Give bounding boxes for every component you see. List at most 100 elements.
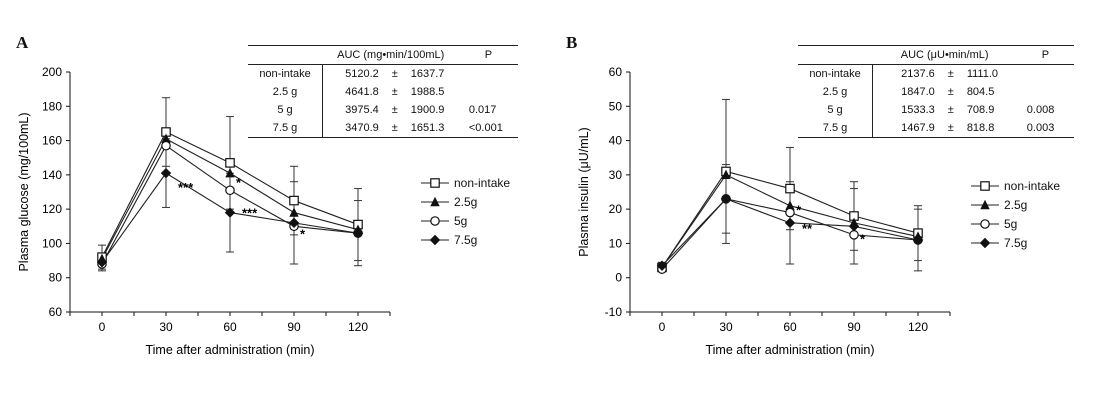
auc-cell: non-intake — [248, 64, 323, 83]
auc-cell: 1533.3 — [901, 104, 935, 116]
significance-marker: *** — [242, 206, 258, 221]
y-axis-label: Plasma insulin (μU/mL) — [577, 127, 591, 256]
data-point-nonintake — [289, 195, 299, 206]
y-tick-label: 160 — [42, 134, 62, 148]
y-tick-label: 0 — [615, 271, 622, 285]
auc-cell: ± — [391, 104, 398, 116]
auc-row: 7.5 g 3470.9 ±1651.3 <0.001 — [248, 119, 518, 138]
auc-row: 5 g 3975.4 ±1900.9 0.017 — [248, 101, 518, 119]
x-tick-label: 90 — [847, 320, 861, 334]
auc-cell: ± — [938, 119, 963, 138]
auc-cell: 1467.9 — [872, 119, 939, 138]
auc-cell: 0.003 — [1016, 119, 1074, 138]
insulin-chart: -10 0 10 20 30 40 50 60 0 30 60 90 120 Time after adm… — [577, 65, 951, 357]
y-tick-label: 10 — [609, 236, 623, 250]
y-tick-label: -10 — [605, 305, 623, 319]
auc-cell: 3975.4 — [345, 104, 379, 116]
auc-cell: ± — [947, 86, 954, 98]
x-tick-label: 90 — [287, 320, 301, 334]
auc-cell: 2137.6 — [901, 68, 935, 80]
y-tick-label: 100 — [42, 236, 62, 250]
legend-marker — [979, 237, 991, 248]
data-point-5g — [225, 185, 235, 196]
auc-cell: ± — [947, 104, 954, 116]
p-header: P — [1016, 45, 1074, 65]
auc-cell: 2.5 g — [248, 83, 323, 101]
data-point-nonintake — [225, 158, 235, 168]
auc-cell: 1111.0 — [966, 68, 999, 80]
auc-cell: ± — [382, 119, 407, 138]
auc-header: AUC (μU•min/mL) — [872, 45, 1017, 65]
auc-cell: 5 g — [798, 101, 873, 119]
y-tick-label: 60 — [49, 305, 63, 319]
legend-item: non-intake — [970, 176, 1060, 195]
auc-cell — [1017, 83, 1074, 101]
legend-item: non-intake — [420, 173, 510, 192]
auc-row: 7.5 g 1467.9 ±818.8 0.003 — [798, 119, 1074, 138]
data-point-75g — [784, 217, 796, 229]
auc-cell: 3470.9 — [322, 119, 383, 138]
y-tick-label: 50 — [609, 99, 623, 113]
data-point-nonintake — [785, 183, 795, 194]
auc-cell: 7.5 g — [248, 119, 323, 138]
data-point-25g — [161, 133, 171, 144]
legend-label: 7.5g — [1004, 235, 1028, 250]
legend-label: 2.5g — [454, 194, 478, 209]
legend-item: 2.5g — [970, 195, 1060, 214]
glucose-legend: non-intake 2.5g 5g 7.5g — [420, 173, 510, 249]
significance-marker: * — [236, 175, 242, 190]
legend-label: 5g — [1004, 216, 1018, 231]
data-point-75g — [656, 260, 668, 271]
legend-label: 5g — [454, 213, 468, 228]
auc-cell — [459, 83, 518, 101]
y-axis-label: Plasma glucose (mg/100mL) — [17, 112, 31, 271]
data-point-25g — [785, 200, 795, 210]
auc-cell: 0.017 — [468, 104, 497, 116]
y-tick-label: 180 — [42, 99, 62, 113]
auc-cell: 1900.9 — [410, 104, 445, 116]
y-tick-label: 60 — [609, 65, 623, 79]
legend-marker — [429, 234, 441, 245]
auc-cell: ± — [391, 86, 398, 98]
significance-marker: * — [860, 231, 866, 246]
auc-row: 2.5 g 1847.0 ±804.5 — [798, 83, 1074, 101]
x-tick-label: 30 — [719, 320, 733, 334]
insulin-panel: B -10 0 10 20 30 40 50 60 0 30 60 90 120 Time after a… — [550, 0, 1100, 404]
data-point-75g — [96, 257, 108, 268]
auc-cell: 0.008 — [1026, 104, 1055, 116]
legend-label: non-intake — [1004, 178, 1061, 193]
x-axis-label: Time after administration (min) — [145, 343, 314, 357]
auc-cell: ± — [391, 68, 398, 80]
auc-cell: 818.8 — [962, 119, 1017, 138]
auc-cell: 2.5 g — [798, 83, 873, 101]
auc-row: 2.5 g 4641.8 ±1988.5 — [248, 83, 518, 101]
glucose-panel: A 60 80 100 120 140 160 180 200 0 30 60 90 120 Time a… — [16, 33, 518, 357]
auc-cell: 804.5 — [966, 86, 995, 98]
data-point-75g — [160, 167, 172, 179]
insulin-auc-table: AUC (μU•min/mL) P non-intake 2137.6 ±1111.… — [798, 45, 1074, 138]
y-tick-label: 140 — [42, 168, 62, 182]
glucose-chart: 60 80 100 120 140 160 180 200 0 30 60 90 120 Time aft… — [17, 65, 391, 357]
significance-marker: ** — [802, 221, 813, 236]
x-tick-label: 0 — [659, 320, 666, 334]
data-point-75g — [848, 221, 860, 232]
legend-marker — [980, 199, 990, 209]
y-tick-label: 40 — [609, 134, 623, 148]
data-point-25g — [721, 169, 731, 180]
auc-cell: 1637.7 — [410, 68, 445, 80]
y-tick-label: 200 — [42, 65, 62, 79]
auc-cell: non-intake — [798, 64, 873, 83]
panel-label-a: A — [16, 33, 29, 52]
panel-label-b: B — [566, 33, 578, 52]
x-axis-label: Time after administration (min) — [705, 343, 874, 357]
p-header: P — [458, 45, 518, 65]
auc-cell: 1988.5 — [410, 86, 445, 98]
legend-item: 7.5g — [970, 233, 1060, 252]
y-tick-label: 80 — [49, 271, 63, 285]
auc-cell — [459, 65, 518, 84]
legend-item: 2.5g — [420, 192, 510, 211]
legend-marker — [430, 215, 440, 226]
legend-item: 7.5g — [420, 230, 510, 249]
data-point-75g — [224, 207, 236, 218]
data-point-25g — [225, 167, 235, 178]
